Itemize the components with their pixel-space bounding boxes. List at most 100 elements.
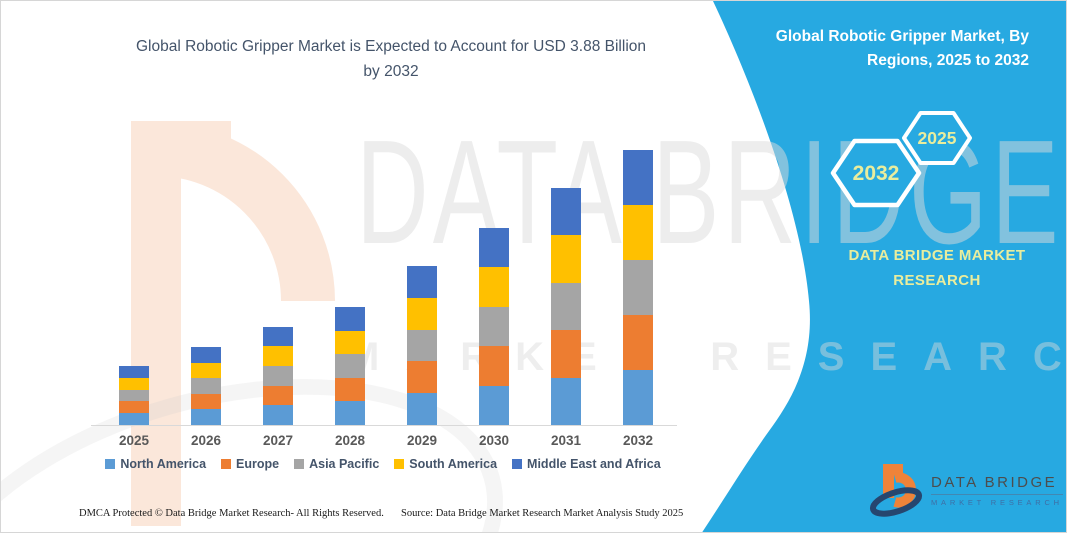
stacked-bar-2030 [479,227,509,425]
bar-segment-north-america [263,405,293,425]
bar-segment-south-america [191,362,221,379]
watermark-text-marketresearch: MARKET RESEARCH [346,335,1067,379]
bar-segment-south-america [623,204,653,260]
legend-item-north-america: North America [105,457,206,471]
legend-item-middle-east-and-africa: Middle East and Africa [512,457,661,471]
bar-segment-asia-pacific [479,306,509,346]
bar-segment-south-america [119,377,149,390]
legend-label-south-america: South America [409,457,498,471]
bar-segment-middle-east-and-africa [119,366,149,378]
hexagon-2025-label: 2025 [918,128,957,148]
bar-segment-asia-pacific [623,259,653,315]
legend-item-asia-pacific: Asia Pacific [294,457,379,471]
stacked-bar-2031 [551,188,581,425]
chart-title: Global Robotic Gripper Market is Expecte… [56,35,726,85]
bar-segment-europe [191,393,221,410]
bar-segment-europe [551,330,581,378]
bar-column-2025 [98,366,170,425]
bar-segment-north-america [551,377,581,425]
bar-segment-middle-east-and-africa [623,149,653,205]
hexagon-2032-label: 2032 [853,162,900,185]
stacked-bar-2027 [263,326,293,425]
bar-segment-north-america [335,401,365,425]
bar-segment-north-america [479,385,509,425]
panel-heading: Global Robotic Gripper Market, By Region… [729,25,1029,73]
legend-label-north-america: North America [120,457,207,471]
x-axis-label-2028: 2028 [334,433,366,448]
bar-segment-europe [623,314,653,370]
chart-title-line1: Global Robotic Gripper Market is Expecte… [135,38,647,55]
bar-segment-north-america [119,413,149,425]
panel-heading-line1: Global Robotic Gripper Market, By [775,28,1029,45]
logo-b-stem [883,464,894,498]
bar-segment-south-america [335,330,365,355]
bar-segment-middle-east-and-africa [551,188,581,236]
logo-swoosh [869,487,923,517]
bar-segment-middle-east-and-africa [263,326,293,347]
chart-legend: North America Europe Asia Pacific South Ame… [93,457,673,471]
legend-swatch-europe [221,459,232,469]
panel-brand-line1: DATA BRIDGE MARKET [848,247,1026,264]
legend-item-europe: Europe [221,457,279,471]
chart-title-line2: by 2032 [363,62,419,80]
bar-segment-asia-pacific [263,365,293,386]
legend-item-south-america: South America [394,457,497,471]
bar-segment-europe [119,401,149,414]
hexagon-2032 [830,138,922,208]
logo-text-block: DATA BRIDGE MARKET RESEARCH [931,474,1063,507]
x-axis-label-2027: 2027 [262,433,294,448]
bar-segment-south-america [479,267,509,307]
panel-brand-text: DATA BRIDGE MARKET RESEARCH [831,244,1043,294]
logo-name-text: DATA BRIDGE [931,474,1063,495]
footer-source-text: Source: Data Bridge Market Research Mark… [401,508,684,519]
x-axis-label-2025: 2025 [118,433,150,448]
cyan-panel-shape [702,1,1066,532]
bar-segment-asia-pacific [407,329,437,362]
stacked-bar-2026 [191,347,221,425]
hexagon-badges: 2032 2025 [830,111,972,208]
x-axis-label-2031: 2031 [550,433,582,448]
stacked-bar-2029 [407,266,437,425]
x-axis-line [91,425,677,426]
bar-segment-europe [335,377,365,402]
bar-segment-north-america [623,369,653,425]
bar-segment-asia-pacific [119,389,149,402]
bar-segment-europe [479,346,509,386]
logo-sub-text: MARKET RESEARCH [931,497,1063,507]
legend-swatch-north-america [105,459,116,469]
bar-column-2028 [314,307,386,425]
legend-swatch-asia-pacific [294,459,305,469]
bars-row [98,146,674,425]
bar-segment-south-america [263,346,293,366]
bar-segment-asia-pacific [191,378,221,394]
stacked-bar-2025 [119,366,149,425]
bar-column-2030 [458,227,530,425]
bar-segment-north-america [407,393,437,425]
bar-column-2027 [242,326,314,425]
x-axis-label-2029: 2029 [406,433,438,448]
legend-swatch-south-america [394,459,405,469]
bar-segment-asia-pacific [335,354,365,378]
footer-dmca-text: DMCA Protected © Data Bridge Market Rese… [79,508,384,519]
watermark-logo-b [131,121,335,526]
legend-label-middle-east-and-africa: Middle East and Africa [527,457,661,471]
bar-segment-asia-pacific [551,282,581,331]
panel-brand-line2: RESEARCH [893,271,981,289]
x-axis-label-2026: 2026 [190,433,222,448]
stacked-bar-2028 [335,307,365,425]
bar-segment-middle-east-and-africa [191,347,221,363]
bar-column-2029 [386,266,458,425]
bar-segment-south-america [407,297,437,330]
watermark-b-stem [131,121,181,526]
databridge-logo: DATA BRIDGE MARKET RESEARCH [869,459,1064,521]
bar-segment-north-america [191,409,221,425]
bar-segment-middle-east-and-africa [479,227,509,267]
logo-b-flag [883,464,903,474]
legend-label-asia-pacific: Asia Pacific [309,457,380,471]
bar-segment-europe [407,361,437,394]
x-axis-label-2032: 2032 [622,433,654,448]
databridge-logo-mark [869,464,923,517]
panel-heading-line2: Regions, 2025 to 2032 [867,52,1029,70]
hexagon-2025 [902,111,972,165]
